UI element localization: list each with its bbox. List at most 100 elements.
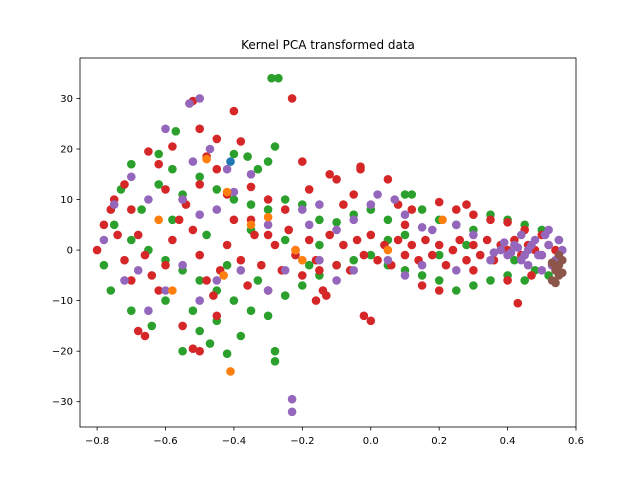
data-point bbox=[195, 210, 204, 219]
data-point bbox=[202, 154, 211, 164]
data-point bbox=[127, 172, 136, 182]
data-point bbox=[236, 255, 246, 265]
data-point bbox=[489, 248, 499, 257]
data-point bbox=[421, 235, 430, 245]
data-point bbox=[253, 164, 263, 174]
data-point bbox=[195, 172, 204, 182]
data-point bbox=[400, 271, 410, 280]
data-point bbox=[304, 235, 314, 245]
data-point bbox=[127, 306, 136, 316]
data-point bbox=[127, 276, 136, 285]
y-tick-label: 10 bbox=[60, 195, 73, 206]
y-axis: −30 −20 −10 0 10 20 30 bbox=[52, 94, 80, 408]
data-point bbox=[161, 286, 170, 295]
data-point bbox=[434, 240, 444, 250]
data-point bbox=[263, 311, 273, 321]
data-point bbox=[366, 316, 376, 326]
data-point bbox=[554, 250, 564, 260]
data-point bbox=[280, 291, 290, 300]
data-point bbox=[469, 281, 478, 290]
data-point bbox=[373, 190, 382, 199]
data-point bbox=[219, 271, 228, 280]
data-point bbox=[133, 230, 143, 240]
data-point bbox=[352, 235, 362, 245]
data-point bbox=[527, 240, 536, 250]
data-point bbox=[120, 255, 129, 265]
data-point bbox=[236, 137, 246, 146]
data-point bbox=[263, 230, 273, 240]
data-point bbox=[438, 215, 447, 225]
data-point bbox=[400, 210, 410, 219]
data-point bbox=[106, 286, 116, 295]
data-point bbox=[366, 230, 376, 240]
data-point bbox=[537, 266, 547, 275]
x-tick-label: 0.0 bbox=[363, 436, 379, 447]
data-point bbox=[99, 235, 109, 245]
data-point bbox=[246, 170, 256, 179]
data-point bbox=[212, 205, 222, 214]
y-tick-label: −30 bbox=[52, 397, 73, 408]
data-point bbox=[400, 220, 410, 230]
data-point bbox=[99, 220, 109, 230]
data-point bbox=[315, 215, 324, 225]
data-point bbox=[339, 200, 348, 209]
data-point bbox=[246, 220, 256, 230]
data-point bbox=[448, 245, 458, 255]
data-point bbox=[280, 205, 290, 214]
data-point bbox=[503, 276, 512, 285]
data-point bbox=[325, 230, 335, 240]
data-point bbox=[195, 180, 204, 189]
data-point bbox=[506, 248, 516, 257]
data-point bbox=[441, 260, 451, 270]
data-point bbox=[434, 250, 444, 260]
data-point bbox=[168, 215, 177, 225]
data-point bbox=[270, 346, 280, 356]
data-point bbox=[434, 286, 444, 295]
data-point bbox=[304, 185, 314, 194]
data-point bbox=[140, 331, 150, 341]
data-point bbox=[359, 311, 369, 321]
data-point bbox=[407, 240, 417, 250]
data-point bbox=[332, 260, 341, 270]
data-point bbox=[212, 276, 222, 285]
data-point bbox=[523, 260, 533, 270]
data-point bbox=[161, 260, 170, 270]
data-point bbox=[400, 250, 410, 260]
data-point bbox=[140, 250, 150, 260]
data-point bbox=[517, 230, 526, 240]
data-point bbox=[195, 94, 204, 103]
data-point bbox=[263, 205, 273, 214]
data-point bbox=[188, 344, 198, 354]
data-point bbox=[236, 331, 246, 341]
data-point bbox=[520, 250, 529, 260]
data-point bbox=[246, 182, 256, 192]
data-point bbox=[520, 276, 529, 285]
data-point bbox=[383, 175, 393, 184]
data-point bbox=[195, 326, 204, 336]
data-point bbox=[168, 164, 177, 174]
data-point bbox=[113, 230, 122, 240]
data-point bbox=[154, 180, 163, 189]
data-point bbox=[496, 245, 506, 255]
data-point bbox=[229, 296, 239, 305]
data-point bbox=[486, 255, 495, 265]
data-point bbox=[253, 276, 263, 285]
x-axis: −0.8 −0.6 −0.4 −0.2 0.0 0.2 0.4 0.6 bbox=[85, 427, 584, 447]
data-point bbox=[212, 164, 222, 174]
data-point bbox=[544, 225, 553, 235]
data-point bbox=[195, 276, 204, 285]
data-point bbox=[499, 238, 509, 247]
data-point bbox=[400, 190, 410, 199]
data-point bbox=[205, 144, 215, 154]
data-point bbox=[383, 215, 393, 225]
data-point bbox=[226, 157, 235, 166]
data-point bbox=[127, 235, 136, 245]
data-point bbox=[161, 296, 170, 305]
data-point bbox=[147, 321, 157, 331]
data-point bbox=[144, 195, 153, 204]
data-point bbox=[452, 220, 461, 230]
data-point bbox=[554, 235, 564, 245]
data-point bbox=[291, 245, 300, 255]
data-point bbox=[452, 266, 461, 275]
data-point bbox=[417, 205, 427, 214]
